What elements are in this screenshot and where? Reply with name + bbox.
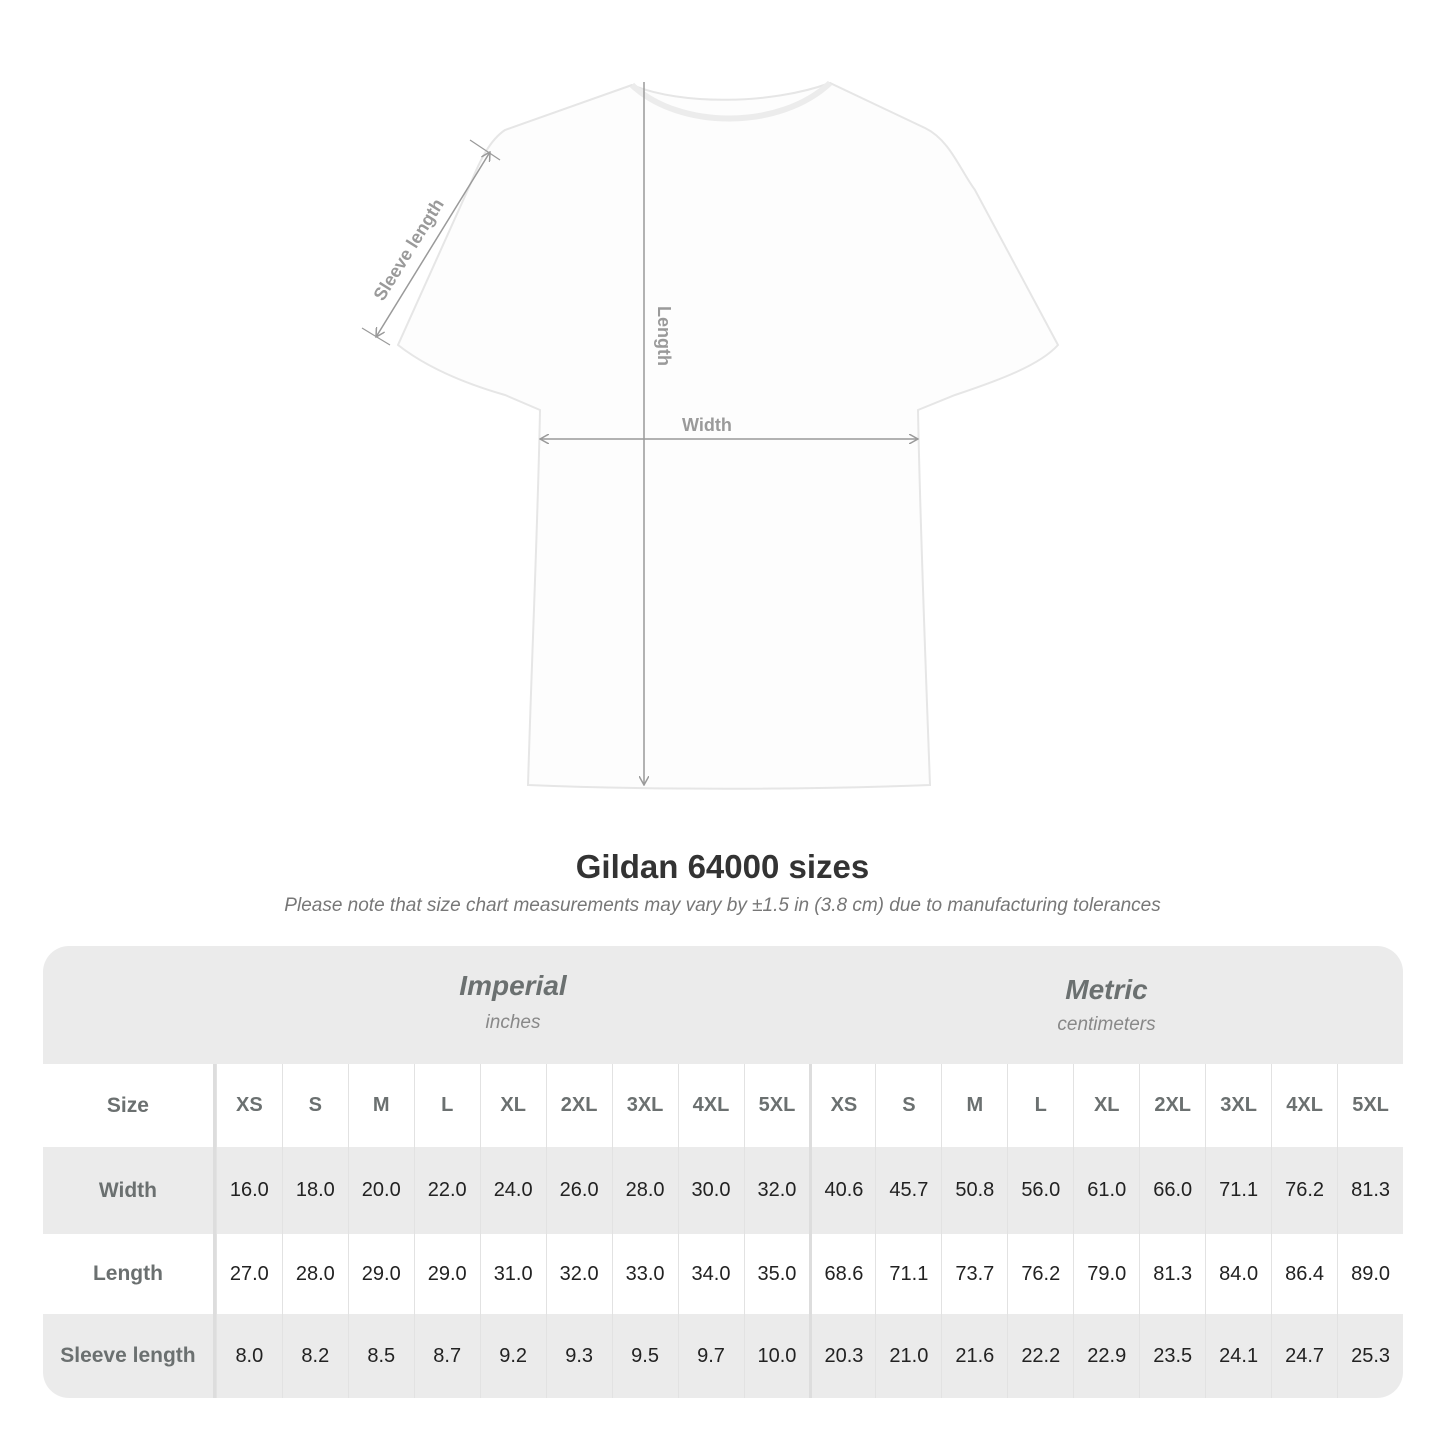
imperial-value-cell: 24.0	[479, 1147, 546, 1234]
imperial-value-cell: 35.0	[743, 1234, 810, 1314]
metric-size-header: 2XL	[1139, 1064, 1205, 1147]
metric-value-cell: 21.6	[941, 1314, 1007, 1398]
metric-value-cell: 84.0	[1205, 1234, 1271, 1314]
imperial-value-cell: 16.0	[215, 1147, 282, 1234]
metric-value-cell: 24.1	[1205, 1314, 1271, 1398]
metric-value-cell: 22.9	[1073, 1314, 1139, 1398]
imperial-value-cell: 27.0	[215, 1234, 282, 1314]
size-table: Imperial inches Metric centimeters Size X…	[43, 946, 1403, 1398]
metric-value-cell: 71.1	[875, 1234, 941, 1314]
metric-size-header: M	[941, 1064, 1007, 1147]
imperial-size-header: XL	[479, 1064, 546, 1147]
size-header-row: Size XS S M L XL 2XL 3XL 4XL 5XL XS S M L XL 2XL 3XL 4XL 5…	[43, 1064, 1403, 1147]
metric-size-header: 3XL	[1205, 1064, 1271, 1147]
metric-value-cell: 81.3	[1139, 1234, 1205, 1314]
metric-value-cell: 23.5	[1139, 1314, 1205, 1398]
imperial-value-cell: 9.2	[479, 1314, 546, 1398]
imperial-value-cell: 20.0	[347, 1147, 414, 1234]
metric-value-cell: 68.6	[809, 1234, 875, 1314]
imperial-value-cell: 8.0	[215, 1314, 282, 1398]
imperial-size-header: M	[347, 1064, 414, 1147]
imperial-value-cell: 34.0	[677, 1234, 744, 1314]
imperial-value-cell: 9.5	[611, 1314, 678, 1398]
imperial-value-cell: 26.0	[545, 1147, 612, 1234]
metric-value-cell: 50.8	[941, 1147, 1007, 1234]
metric-value-cell: 86.4	[1271, 1234, 1337, 1314]
metric-size-header: XS	[809, 1064, 875, 1147]
imperial-unit: inches	[485, 1012, 541, 1033]
imperial-value-cell: 8.7	[413, 1314, 480, 1398]
imperial-size-header: 3XL	[611, 1064, 678, 1147]
metric-value-cell: 71.1	[1205, 1147, 1271, 1234]
metric-header: Metric centimeters	[810, 946, 1403, 1064]
tolerance-note: Please note that size chart measurements…	[284, 895, 1161, 916]
metric-size-header: 5XL	[1337, 1064, 1403, 1147]
imperial-size-header: 2XL	[545, 1064, 612, 1147]
metric-value-cell: 40.6	[809, 1147, 875, 1234]
tshirt-shape	[396, 81, 1060, 790]
imperial-title: Imperial	[459, 970, 567, 1001]
width-label: Width	[682, 415, 732, 435]
metric-value-cell: 76.2	[1271, 1147, 1337, 1234]
page-title: Gildan 64000 sizes	[575, 848, 870, 885]
imperial-value-cell: 29.0	[347, 1234, 414, 1314]
imperial-value-cell: 28.0	[281, 1234, 348, 1314]
imperial-value-cell: 29.0	[413, 1234, 480, 1314]
table-row: Width 16.0 18.0 20.0 22.0 24.0 26.0 28.0 30.0 32.…	[43, 1147, 1403, 1234]
tshirt-diagram: Sleeve length Length Width	[361, 80, 1060, 790]
imperial-size-header: 4XL	[677, 1064, 744, 1147]
metric-value-cell: 22.2	[1007, 1314, 1073, 1398]
row-label: Sleeve length	[43, 1314, 216, 1398]
metric-value-cell: 66.0	[1139, 1147, 1205, 1234]
table-row: Sleeve length 8.0 8.2 8.5 8.7 9.2 9.3 9.5 9.7 10.…	[43, 1314, 1403, 1398]
metric-value-cell: 24.7	[1271, 1314, 1337, 1398]
row-label: Width	[43, 1147, 216, 1234]
metric-value-cell: 89.0	[1337, 1234, 1403, 1314]
imperial-value-cell: 8.5	[347, 1314, 414, 1398]
row-label: Length	[43, 1234, 216, 1314]
metric-title: Metric	[1065, 974, 1148, 1005]
metric-size-header: L	[1007, 1064, 1073, 1147]
sleeve-measure-line	[376, 152, 490, 337]
metric-value-cell: 21.0	[875, 1314, 941, 1398]
imperial-value-cell: 32.0	[743, 1147, 810, 1234]
metric-value-cell: 81.3	[1337, 1147, 1403, 1234]
imperial-value-cell: 9.7	[677, 1314, 744, 1398]
metric-value-cell: 79.0	[1073, 1234, 1139, 1314]
imperial-value-cell: 8.2	[281, 1314, 348, 1398]
metric-value-cell: 56.0	[1007, 1147, 1073, 1234]
metric-value-cell: 45.7	[875, 1147, 941, 1234]
length-label: Length	[654, 306, 674, 366]
imperial-size-header: XS	[215, 1064, 282, 1147]
imperial-value-cell: 18.0	[281, 1147, 348, 1234]
metric-value-cell: 20.3	[809, 1314, 875, 1398]
imperial-size-header: S	[281, 1064, 348, 1147]
imperial-value-cell: 9.3	[545, 1314, 612, 1398]
imperial-value-cell: 33.0	[611, 1234, 678, 1314]
imperial-size-header: 5XL	[743, 1064, 810, 1147]
imperial-value-cell: 28.0	[611, 1147, 678, 1234]
row-label: Size	[43, 1064, 216, 1147]
metric-unit: centimeters	[1057, 1014, 1156, 1035]
imperial-size-header: L	[413, 1064, 480, 1147]
imperial-value-cell: 32.0	[545, 1234, 612, 1314]
imperial-value-cell: 30.0	[677, 1147, 744, 1234]
metric-size-header: 4XL	[1271, 1064, 1337, 1147]
metric-value-cell: 61.0	[1073, 1147, 1139, 1234]
metric-value-cell: 76.2	[1007, 1234, 1073, 1314]
table-row: Length 27.0 28.0 29.0 29.0 31.0 32.0 33.0 34.0 35…	[43, 1234, 1403, 1314]
imperial-value-cell: 10.0	[743, 1314, 810, 1398]
imperial-header: Imperial inches	[216, 946, 810, 1064]
imperial-value-cell: 22.0	[413, 1147, 480, 1234]
metric-size-header: XL	[1073, 1064, 1139, 1147]
metric-value-cell: 73.7	[941, 1234, 1007, 1314]
imperial-value-cell: 31.0	[479, 1234, 546, 1314]
metric-size-header: S	[875, 1064, 941, 1147]
metric-value-cell: 25.3	[1337, 1314, 1403, 1398]
